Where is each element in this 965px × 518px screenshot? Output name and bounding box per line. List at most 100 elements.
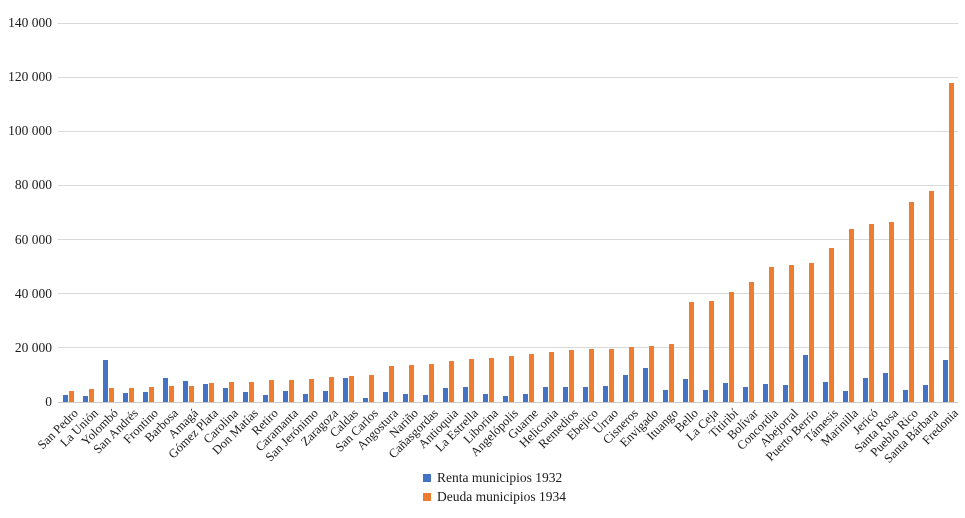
bar-renta — [482, 394, 488, 402]
bar-deuda — [788, 265, 794, 402]
bar-deuda — [608, 348, 614, 402]
bar-deuda — [228, 381, 234, 402]
bar-renta — [602, 385, 608, 402]
bar-renta — [882, 373, 888, 402]
bar-deuda — [528, 353, 534, 402]
bar-renta — [382, 391, 388, 402]
bar-deuda — [108, 388, 114, 402]
legend-label-deuda: Deuda municipios 1934 — [437, 488, 566, 504]
bar-deuda — [908, 201, 914, 402]
bar-deuda — [568, 350, 574, 402]
bar-deuda — [588, 349, 594, 402]
bar-renta — [442, 387, 448, 402]
bar-renta — [362, 398, 368, 402]
bar-renta — [622, 374, 628, 402]
bar-deuda — [928, 190, 934, 402]
gridline — [58, 130, 958, 132]
gridline — [58, 22, 958, 24]
y-axis-tick-label: 140 000 — [8, 15, 52, 30]
bar-renta — [862, 377, 868, 402]
bar-deuda — [848, 228, 854, 402]
y-axis-tick-label: 100 000 — [8, 123, 52, 139]
bar-renta — [902, 389, 908, 402]
bar-renta — [222, 387, 228, 402]
y-axis-tick-label: 60 000 — [14, 231, 52, 247]
bar-deuda — [428, 364, 434, 402]
bar-renta — [542, 387, 548, 402]
gridline — [58, 293, 958, 295]
bar-deuda — [88, 389, 94, 402]
bar-deuda — [668, 343, 674, 402]
bar-renta — [722, 383, 728, 402]
bar-deuda — [488, 357, 494, 402]
gridline — [58, 184, 958, 186]
bar-renta — [202, 384, 208, 402]
bar-deuda — [948, 82, 954, 402]
bar-deuda — [748, 281, 754, 402]
bar-renta — [702, 390, 708, 402]
bar-deuda — [448, 361, 454, 402]
bar-renta — [122, 392, 128, 402]
bar-deuda — [708, 300, 714, 402]
bar-renta — [942, 360, 948, 402]
bar-renta — [502, 396, 508, 402]
bar-deuda — [188, 386, 194, 402]
bar-deuda — [328, 377, 334, 402]
bar-deuda — [348, 376, 354, 402]
legend-swatch-deuda-icon — [423, 492, 431, 501]
bar-deuda — [728, 292, 734, 402]
bar-renta — [322, 390, 328, 402]
bar-renta — [922, 384, 928, 402]
bar-deuda — [168, 386, 174, 402]
bar-renta — [582, 387, 588, 402]
bar-deuda — [648, 345, 654, 402]
bar-renta — [102, 359, 108, 402]
legend-item-deuda: Deuda municipios 1934 — [423, 489, 566, 504]
bar-deuda — [308, 378, 314, 402]
bar-deuda — [468, 358, 474, 402]
bar-renta — [762, 384, 768, 402]
bar-renta — [662, 389, 668, 402]
bar-deuda — [408, 365, 414, 402]
bar-deuda — [768, 267, 774, 402]
bar-deuda — [128, 387, 134, 402]
legend-item-renta: Renta municipios 1932 — [423, 470, 566, 485]
bar-renta — [402, 394, 408, 402]
y-axis-tick-label: 120 000 — [8, 69, 52, 85]
y-axis-tick-label: 20 000 — [14, 339, 52, 355]
legend-swatch-renta-icon — [423, 473, 431, 482]
gridline — [58, 347, 958, 349]
bar-renta — [82, 396, 88, 402]
bar-renta — [282, 390, 288, 402]
bar-renta — [802, 355, 808, 402]
bar-deuda — [288, 379, 294, 402]
bar-deuda — [548, 351, 554, 402]
bar-renta — [842, 390, 848, 402]
bar-renta — [342, 377, 348, 402]
bar-renta — [642, 368, 648, 402]
bar-deuda — [388, 365, 394, 402]
bar-renta — [422, 395, 428, 402]
bar-renta — [742, 386, 748, 402]
gridline — [58, 76, 958, 78]
bar-renta — [462, 386, 468, 402]
bar-deuda — [828, 247, 834, 402]
bar-deuda — [268, 379, 274, 402]
bar-deuda — [688, 301, 694, 402]
bar-renta — [62, 395, 68, 402]
legend-label-renta: Renta municipios 1932 — [437, 469, 563, 485]
y-axis-tick-label: 80 000 — [14, 177, 52, 193]
y-axis-tick-label: 0 — [45, 394, 52, 409]
bar-deuda — [248, 381, 254, 402]
x-axis-line — [58, 401, 958, 403]
chart-legend: Renta municipios 1932 Deuda municipios 1… — [423, 470, 566, 504]
bar-deuda — [508, 355, 514, 402]
bar-deuda — [808, 262, 814, 402]
bar-deuda — [888, 221, 894, 402]
gridline — [58, 239, 958, 241]
bar-deuda — [148, 386, 154, 402]
bar-renta — [242, 391, 248, 402]
bar-renta — [142, 392, 148, 402]
bar-renta — [302, 394, 308, 402]
